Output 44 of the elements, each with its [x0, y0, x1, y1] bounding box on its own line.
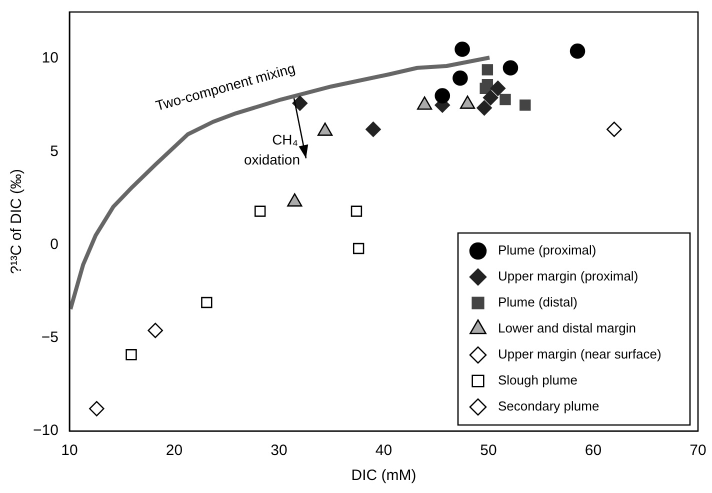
point [502, 60, 518, 76]
legend-label: Slough plume [498, 372, 578, 388]
annotation: CH₄ oxidation [244, 131, 300, 168]
point [606, 122, 622, 137]
legend-label: Upper margin (near surface) [498, 346, 662, 362]
y-tick-label: −5 [41, 329, 58, 346]
y-tick-label: 5 [50, 142, 58, 160]
point [366, 122, 381, 137]
legend-label: Plume (distal) [498, 294, 578, 310]
x-tick-label: 50 [480, 442, 497, 460]
point [520, 100, 531, 111]
x-tick-label: 20 [166, 442, 183, 460]
y-tick-label: −10 [32, 422, 58, 440]
point [350, 206, 362, 217]
point [480, 82, 491, 94]
x-tick-label: 10 [61, 442, 78, 460]
legend-label: Upper margin (proximal) [498, 268, 638, 284]
legend-label: Lower and distal margin [498, 320, 636, 336]
point [476, 100, 492, 116]
y-axis-title: ?¹³C of DIC (‰) [8, 168, 26, 274]
point [126, 349, 137, 360]
point [89, 401, 104, 416]
y-tick-label: 0 [50, 236, 58, 253]
point [254, 206, 266, 217]
point [201, 296, 212, 308]
point [148, 322, 163, 338]
x-tick-label: 40 [375, 442, 392, 460]
point [490, 80, 506, 96]
point [352, 242, 364, 254]
point [454, 42, 470, 57]
x-axis-title: DIC (mM) [351, 467, 416, 484]
legend-label: Secondary plume [498, 398, 600, 414]
point [292, 96, 308, 111]
y-tick-label: 10 [42, 50, 58, 67]
point [434, 88, 450, 104]
point [482, 90, 498, 106]
x-tick-label: 60 [584, 442, 602, 460]
x-tick-label: 30 [270, 442, 288, 460]
point [452, 70, 468, 86]
x-tick-label: 70 [690, 442, 706, 460]
legend-label: Plume (proximal) [498, 242, 596, 258]
point [500, 94, 511, 106]
point [482, 64, 494, 76]
point [570, 43, 586, 59]
